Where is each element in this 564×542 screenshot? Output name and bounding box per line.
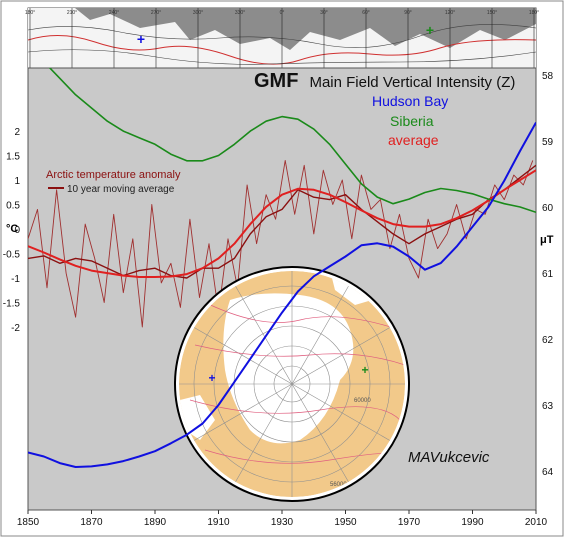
series-line-hudson-bay <box>28 122 536 468</box>
temp-legend-title: Arctic temperature anomaly <box>46 169 181 181</box>
y-left-tick-label: -1.5 <box>3 299 21 310</box>
legend-hudson-bay: Hudson Bay <box>372 93 448 109</box>
x-tick-label: 1970 <box>398 517 421 528</box>
y-right-tick-label: 64 <box>542 467 554 478</box>
map-lon-label: 240° <box>109 10 119 16</box>
series-line-arctic-temperature-anomaly <box>28 159 534 328</box>
y-left-tick-label: -2 <box>11 323 20 334</box>
map-lon-label: 180° <box>529 10 539 16</box>
signature: MAVukcevic <box>408 449 490 466</box>
y-left-tick-label: 1 <box>14 176 20 187</box>
x-tick-label: 1870 <box>80 517 103 528</box>
y-right-tick-label: 60 <box>542 203 554 214</box>
inset-spoke <box>291 285 349 385</box>
inset-spoke <box>193 383 293 441</box>
inset-cross-green-icon: + <box>361 363 368 377</box>
temp-legend-moving-avg: 10 year moving average <box>67 184 175 195</box>
x-tick-label: 1950 <box>334 517 357 528</box>
y-left-tick-label: 2 <box>14 127 20 138</box>
map-lon-label: 60° <box>362 10 370 16</box>
map-lon-label: 210° <box>67 10 77 16</box>
inset-label-60000: 60000 <box>354 398 371 404</box>
title-gmf: GMF <box>254 70 298 92</box>
inset-spoke <box>235 383 293 483</box>
map-lon-label: 120° <box>445 10 455 16</box>
x-tick-label: 1850 <box>17 517 40 528</box>
legend-average: average <box>388 132 439 148</box>
title-rest: Main Field Vertical Intensity (Z) <box>309 74 515 91</box>
x-axis: 1850 1870 1890 1910 1930 1950 1970 1990 2010 <box>17 510 548 528</box>
y-left-tick-label: 1.5 <box>6 152 20 163</box>
inset-spoke <box>291 327 391 385</box>
y-axis-left: 2 1.5 1 0.5 0 -0.5 -1 -1.5 -2 <box>3 127 21 334</box>
y-right-tick-label: 59 <box>542 137 554 148</box>
series-line-siberia <box>48 68 536 214</box>
y-left-tick-label: 0 <box>14 225 20 236</box>
cross-blue-icon: + <box>137 31 145 47</box>
inset-spoke <box>291 383 349 483</box>
series-line-10-year-moving-average <box>28 164 536 279</box>
map-lon-label: 330° <box>235 10 245 16</box>
map-lon-label: 30° <box>320 10 328 16</box>
legend-siberia: Siberia <box>390 113 434 129</box>
series-line-average <box>28 169 536 278</box>
cross-green-icon: + <box>426 22 434 38</box>
x-tick-label: 1890 <box>144 517 167 528</box>
arctic-inset-map: 60000 56000 + + <box>174 266 410 502</box>
map-lon-label: 0° <box>280 10 285 16</box>
y-left-tick-label: -0.5 <box>3 250 21 261</box>
inset-spoke <box>193 327 293 385</box>
inset-spoke <box>291 383 391 441</box>
map-lon-label: 150° <box>487 10 497 16</box>
map-lon-label: 90° <box>404 10 412 16</box>
map-lon-label: 300° <box>193 10 203 16</box>
y-left-tick-label: -1 <box>11 274 20 285</box>
y-left-unit: °C <box>6 223 18 235</box>
y-axis-right: 58 59 60 61 62 63 64 <box>542 71 554 478</box>
x-tick-label: 2010 <box>525 517 548 528</box>
y-right-tick-label: 63 <box>542 401 554 412</box>
inset-label-56000: 56000 <box>330 482 347 488</box>
y-left-tick-label: 0.5 <box>6 201 20 212</box>
y-right-unit: μT <box>540 234 554 246</box>
chart-title: GMF Main Field Vertical Intensity (Z) <box>254 70 515 92</box>
x-tick-label: 1910 <box>207 517 230 528</box>
inset-ocean <box>223 293 354 444</box>
inset-cross-blue-icon: + <box>208 371 215 385</box>
map-lon-label: 180° <box>25 10 35 16</box>
y-right-tick-label: 61 <box>542 269 554 280</box>
y-right-tick-label: 62 <box>542 335 554 346</box>
top-map-strip: + + <box>28 8 536 68</box>
x-tick-label: 1990 <box>461 517 484 528</box>
inset-spoke <box>235 285 293 385</box>
x-tick-label: 1930 <box>271 517 294 528</box>
y-right-tick-label: 58 <box>542 71 554 82</box>
map-lon-label: 270° <box>151 10 161 16</box>
